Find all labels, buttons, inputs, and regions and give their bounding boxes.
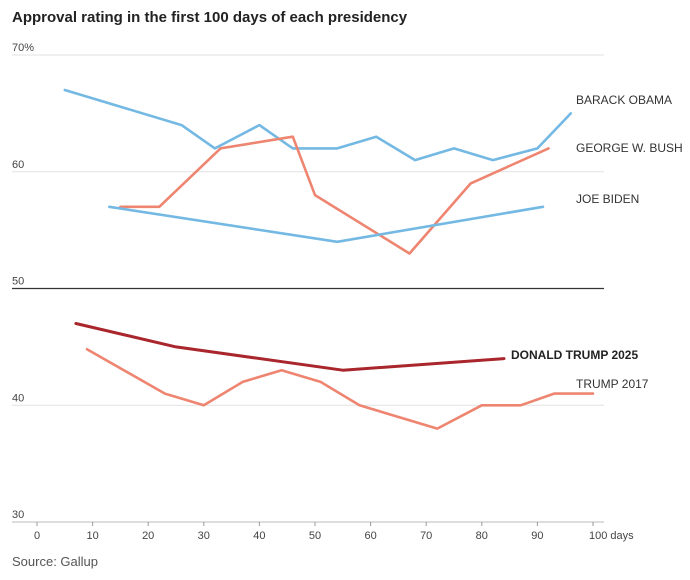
series-line-george-w-bush (119, 135, 550, 255)
series-line-barack-obama (63, 88, 573, 162)
x-tick-label: 30 (198, 530, 210, 542)
x-tick-label: 100 days (589, 530, 634, 542)
series-line-trump-2017 (85, 347, 595, 430)
series-label-barack-obama: BARACK OBAMA (576, 93, 672, 107)
x-tick-label: 10 (86, 530, 98, 542)
x-tick-label: 70 (420, 530, 432, 542)
y-tick-label: 50 (12, 276, 24, 288)
series-label-george-w-bush: GEORGE W. BUSH (576, 141, 683, 155)
grid-lines (12, 54, 604, 523)
series-labels: BARACK OBAMA GEORGE W. BUSH JOE BIDEN DONAL… (511, 93, 683, 391)
series-label-donald-trump-2025: DONALD TRUMP 2025 (511, 348, 638, 362)
x-tick-label: 20 (142, 530, 154, 542)
series-line-donald-trump-2025 (74, 322, 506, 372)
series-label-trump-2017: TRUMP 2017 (576, 377, 649, 391)
x-tick-label: 90 (531, 530, 543, 542)
x-axis: 0 10 20 30 40 50 60 70 80 90 100 days (12, 521, 634, 542)
x-tick-label: 80 (476, 530, 488, 542)
y-tick-label: 30 (12, 509, 24, 521)
x-tick-label: 0 (34, 530, 40, 542)
x-tick-label: 50 (309, 530, 321, 542)
chart-title: Approval rating in the first 100 days of… (12, 9, 408, 26)
series-label-joe-biden: JOE BIDEN (576, 192, 639, 206)
series-lines (63, 88, 595, 430)
y-tick-label: 60 (12, 159, 24, 171)
y-tick-label: 70% (12, 42, 34, 54)
x-tick-label: 40 (253, 530, 265, 542)
y-tick-label: 40 (12, 392, 24, 404)
x-tick-label: 60 (364, 530, 376, 542)
source-note: Source: Gallup (12, 554, 98, 569)
y-axis: 30 40 50 60 70% (12, 42, 34, 521)
series-line-joe-biden (108, 205, 545, 244)
